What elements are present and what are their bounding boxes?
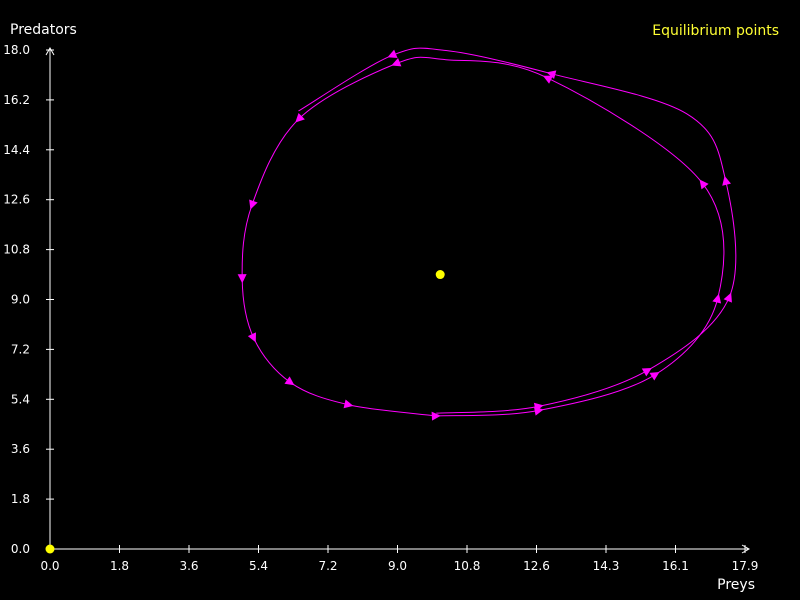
direction-arrow (284, 376, 295, 386)
x-tick-label: 10.8 (454, 559, 481, 573)
direction-arrow (722, 175, 731, 186)
x-tick-label: 17.9 (732, 559, 759, 573)
y-tick-label: 18.0 (3, 43, 30, 57)
equilibrium-points (45, 270, 445, 554)
y-tick-label: 14.4 (3, 143, 30, 157)
direction-arrow (546, 70, 557, 80)
x-tick-label: 9.0 (388, 559, 407, 573)
direction-arrow (712, 293, 722, 304)
y-axis-label: Predators (10, 22, 77, 38)
trajectories (237, 47, 737, 421)
equilibrium-point (45, 544, 55, 554)
y-tick-label: 10.8 (3, 243, 30, 257)
direction-arrow (649, 371, 660, 381)
direction-arrow (237, 274, 247, 284)
x-tick-label: 1.8 (110, 559, 129, 573)
y-axis-arrow (45, 46, 55, 56)
x-tick-label: 3.6 (179, 559, 198, 573)
x-tick-label: 7.2 (318, 559, 337, 573)
x-tick-label: 0.0 (40, 559, 59, 573)
direction-arrow (391, 58, 402, 67)
y-tick-label: 1.8 (11, 492, 30, 506)
direction-arrow (247, 332, 257, 343)
direction-arrow (295, 112, 305, 123)
direction-arrow (723, 292, 732, 303)
legend-label: Equilibrium points (652, 23, 779, 39)
x-tick-label: 12.6 (523, 559, 550, 573)
direction-arrow (343, 399, 354, 409)
y-tick-label: 16.2 (3, 93, 30, 107)
y-tick-label: 5.4 (11, 392, 30, 406)
y-tick-label: 3.6 (11, 442, 30, 456)
direction-arrow (533, 406, 544, 416)
direction-arrow (249, 199, 258, 210)
trajectory-line (298, 47, 737, 414)
axes: 0.0 1.8 3.6 5.4 7.2 9.0 10.8 12.6 14.3 16.1 17.9 0.… (3, 43, 758, 573)
x-tick-label: 16.1 (662, 559, 689, 573)
x-tick-label: 5.4 (249, 559, 268, 573)
y-tick-label: 9.0 (11, 293, 30, 307)
direction-arrow (641, 367, 652, 377)
x-axis-arrow (741, 544, 751, 554)
equilibrium-point (435, 270, 445, 280)
x-tick-label: 14.3 (593, 559, 620, 573)
direction-arrow (699, 179, 709, 190)
direction-arrow (387, 49, 398, 59)
direction-arrow (431, 411, 441, 421)
y-tick-label: 7.2 (11, 342, 30, 356)
direction-arrow (542, 75, 553, 84)
x-axis-label: Preys (717, 577, 755, 593)
y-tick-label: 0.0 (11, 542, 30, 556)
trajectory-line (241, 56, 725, 417)
y-tick-label: 12.6 (3, 193, 30, 207)
